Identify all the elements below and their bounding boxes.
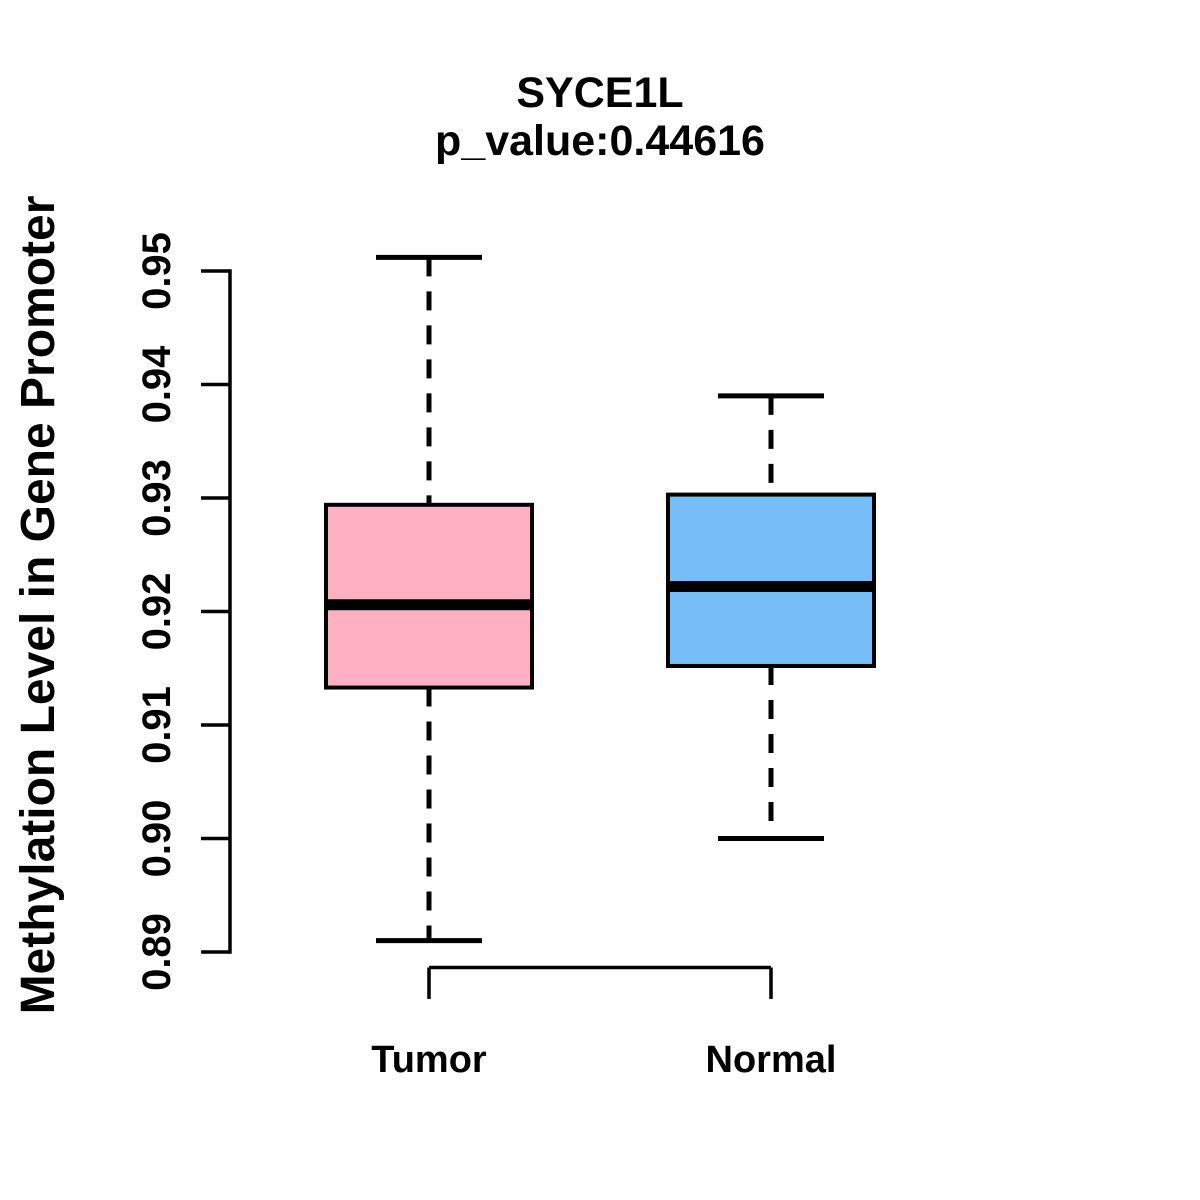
x-category-label-normal: Normal <box>706 1039 837 1081</box>
y-axis-tick-label: 0.91 <box>135 686 179 764</box>
y-axis-label: Methylation Level in Gene Promoter <box>12 196 65 1015</box>
y-axis-tick-label: 0.94 <box>135 345 179 424</box>
box-tumor-iqr-rect <box>324 502 534 690</box>
y-axis-tick-label: 0.90 <box>135 800 179 878</box>
plot-area: 0.89 0.90 0.91 0.92 0.93 0.94 0.95 Tumor Normal <box>135 232 876 1081</box>
chart-subtitle: p_value:0.44616 <box>435 117 765 165</box>
y-axis-tick-label: 0.92 <box>135 573 179 651</box>
chart-title: SYCE1L <box>516 69 683 117</box>
y-axis-tick-label: 0.95 <box>135 232 179 310</box>
box-normal-iqr-rect <box>666 492 876 668</box>
y-axis-tick-label: 0.93 <box>135 459 179 537</box>
y-axis-tick-label: 0.89 <box>135 913 179 991</box>
x-category-label-tumor: Tumor <box>371 1039 487 1081</box>
